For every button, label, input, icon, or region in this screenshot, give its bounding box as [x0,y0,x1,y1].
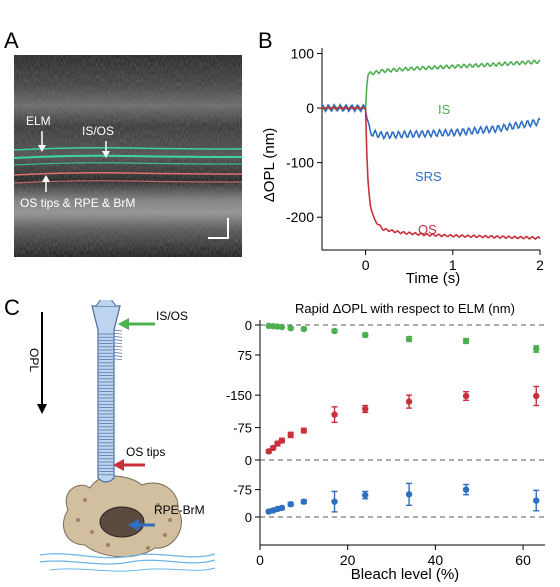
rpe-nucleus [99,506,145,538]
oct-label-bottom: OS tips & RPE & BrM [20,196,135,210]
series-line-is [321,59,541,111]
y-tick-label: -75 [233,483,252,498]
data-point-os [462,392,470,400]
y-tick-label: 0 [245,510,252,525]
y-tick-label: -100 [286,155,314,171]
data-point-srs [462,486,470,493]
panel-letter-b: B [258,28,273,53]
data-point-os [331,411,338,418]
scale-bar [208,218,229,239]
series-label-srs: SRS [415,169,442,184]
isos-trace [14,154,242,159]
data-point-srs [362,491,369,499]
oct-label-elm: ELM [26,114,51,128]
data-point-os [287,431,294,439]
series-label-os: OS [418,222,437,237]
data-point-is [462,337,470,345]
y-tick-label: -200 [286,209,314,225]
y-tick-label: 0 [245,453,252,468]
chart-title: Rapid ΔOPL with respect to ELM (nm) [295,301,515,316]
y-tick-label: 75 [238,348,252,363]
data-point-srs [278,504,286,512]
panel-letter-a: A [4,28,19,53]
oct-label-isos: IS/OS [82,124,114,138]
diagram-label-os-tips: OS tips [126,445,165,459]
data-point-is [278,323,286,331]
x-axis-label-bleach: Bleach level (%) [351,566,459,583]
x-tick-label: 20 [340,552,356,568]
series-line-srs [321,103,541,141]
x-tick-label: 0 [256,552,264,568]
data-point-srs [331,498,338,505]
y-tick-label: 100 [291,45,315,61]
data-point-is [405,335,413,343]
x-tick-label: 2 [536,257,544,273]
x-tick-label: 60 [515,552,531,568]
data-point-os [533,392,540,400]
y-axis-label: ΔOPL (nm) [261,128,278,202]
data-point-srs [533,497,540,504]
series-line-os [321,106,541,240]
y-tick-label: 0 [245,318,252,333]
data-point-is [331,327,338,335]
elm-trace [14,147,242,151]
x-tick-label: 0 [362,257,370,273]
y-tick-label: 0 [306,100,314,116]
diagram-label-isos: IS/OS [156,309,188,323]
x-tick-label: 40 [428,552,444,568]
chart-rapid-opl-bleach: Rapid ΔOPL with respect to ELM (nm) 0 20 4… [226,301,545,583]
data-point-is [362,331,369,339]
y-tick-label: -75 [233,421,252,436]
os-tips-trace [14,172,242,176]
bruchs-membrane [39,553,216,559]
data-point-os [405,398,413,405]
chart-opl-time: 100 0 -100 -200 0 1 2 ΔOPL (nm) Time (s) IS SR… [261,45,544,287]
data-point-srs [405,491,413,498]
data-point-os [278,437,286,444]
x-tick-label: 1 [449,257,457,273]
data-point-srs [300,498,308,505]
series-label-is: IS [438,102,451,117]
data-point-is [287,325,294,332]
y-tick-label: -150 [226,388,252,403]
data-point-is [533,345,540,353]
data-point-os [300,427,308,434]
data-point-is [300,325,308,333]
panel-letter-c: C [4,295,20,320]
diagram-label-rpe-brm: RPE-BrM [154,503,205,517]
oct-image: ELM IS/OS OS tips & RPE & BrM [14,55,242,257]
x-axis-label: Time (s) [406,270,460,287]
photoreceptor-diagram: OPL IS/OS OS tips RPE-BrM [30,300,216,572]
data-point-os [362,405,369,413]
data-point-srs [287,501,294,508]
opl-label: OPL [30,348,41,372]
